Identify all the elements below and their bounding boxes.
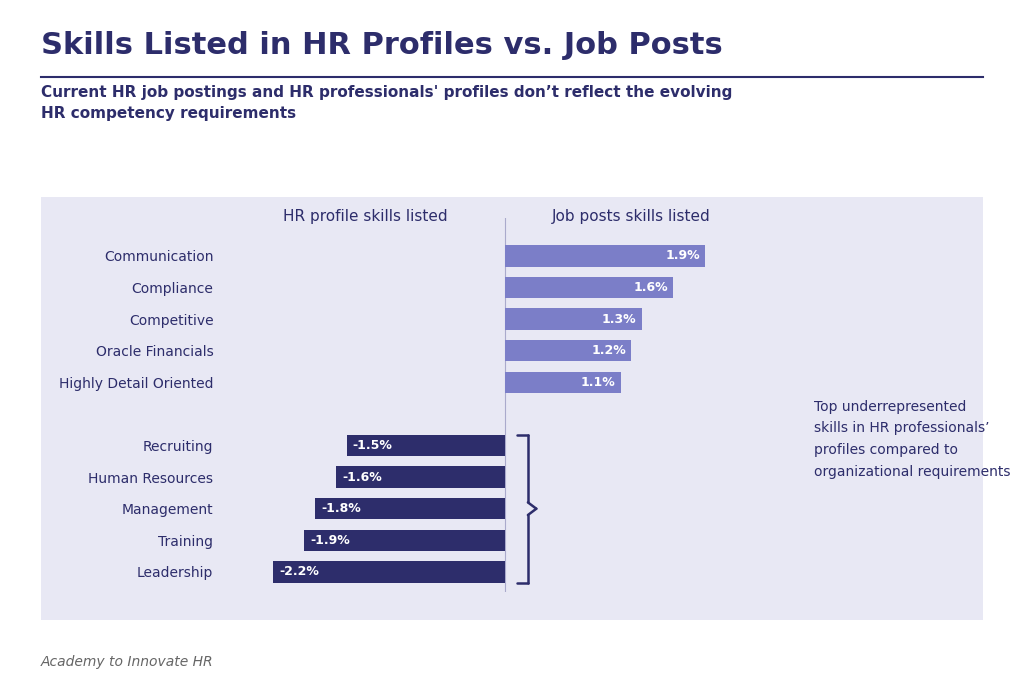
Text: 1.1%: 1.1% (581, 376, 615, 389)
Bar (346, 434, 505, 456)
Text: Top underrepresented
skills in HR professionals’
profiles compared to
organizati: Top underrepresented skills in HR profes… (814, 400, 1011, 479)
Bar (505, 340, 631, 362)
Text: -2.2%: -2.2% (280, 565, 318, 578)
Text: 1.3%: 1.3% (602, 313, 637, 326)
Bar (505, 276, 674, 298)
Text: Job posts skills listed: Job posts skills listed (552, 209, 711, 224)
Text: 1.9%: 1.9% (666, 249, 699, 262)
Bar (505, 372, 621, 393)
Text: Skills Listed in HR Profiles vs. Job Posts: Skills Listed in HR Profiles vs. Job Pos… (41, 31, 723, 60)
Bar (315, 498, 505, 520)
Bar (505, 245, 706, 266)
Bar (272, 561, 505, 583)
Text: -1.6%: -1.6% (342, 471, 382, 484)
Text: 1.2%: 1.2% (591, 344, 626, 357)
Text: -1.5%: -1.5% (353, 439, 393, 452)
Text: 1.6%: 1.6% (634, 281, 668, 294)
Text: -1.9%: -1.9% (310, 534, 350, 547)
Bar (505, 308, 642, 330)
Bar (304, 530, 505, 551)
Text: -1.8%: -1.8% (322, 502, 361, 516)
Text: Academy to Innovate HR: Academy to Innovate HR (41, 654, 214, 669)
Bar (336, 466, 505, 488)
Text: HR profile skills listed: HR profile skills listed (284, 209, 447, 224)
Text: Current HR job postings and HR professionals' profiles don’t reflect the evolvin: Current HR job postings and HR professio… (41, 85, 732, 121)
